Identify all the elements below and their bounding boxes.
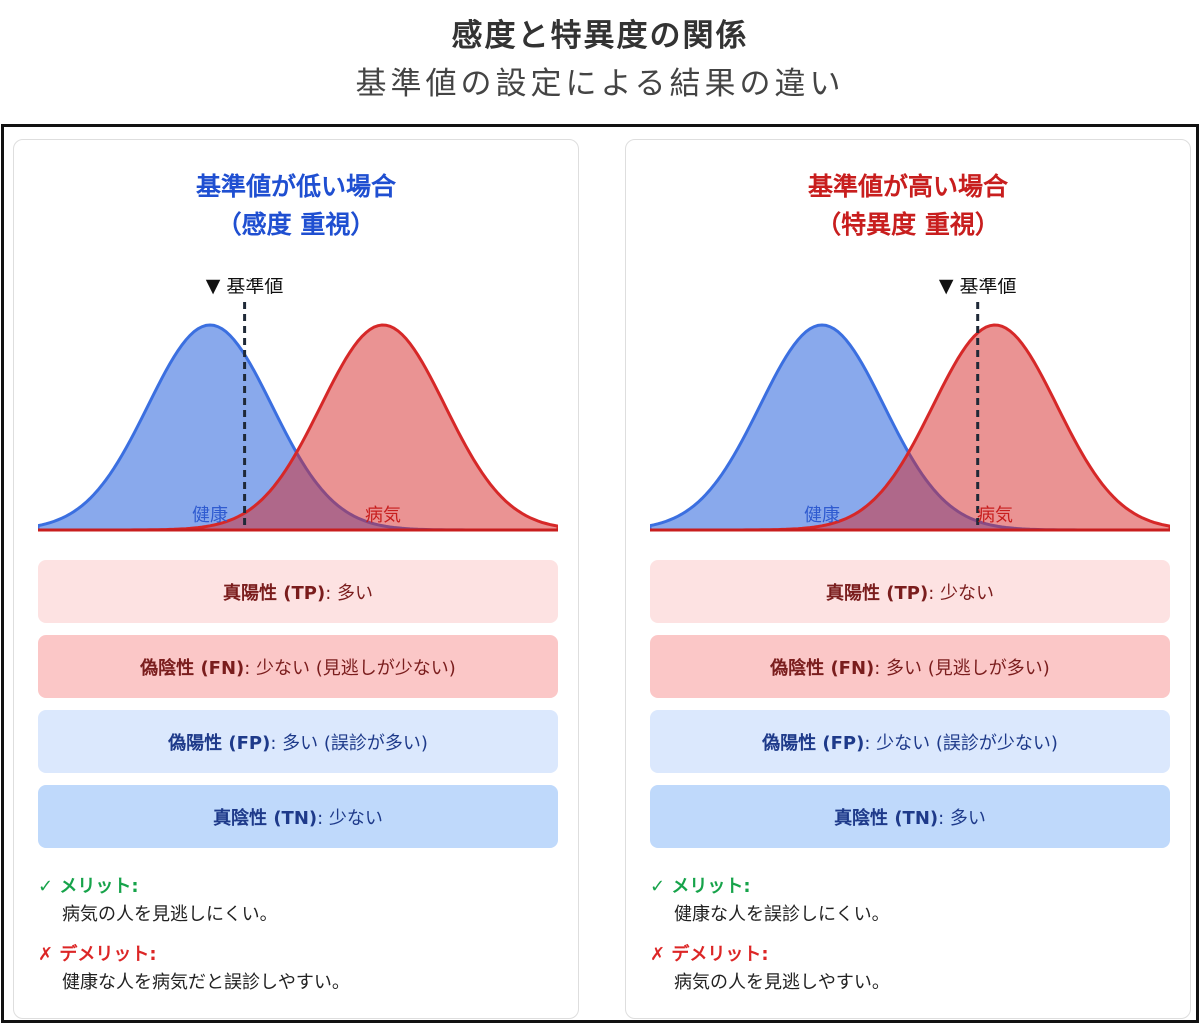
result-value: : 少ない (誤診が少ない) xyxy=(864,732,1058,754)
result-value: : 少ない (見逃しが少ない) xyxy=(244,657,456,679)
result-boxes: 真陽性 (TP): 多い 偽陰性 (FN): 少ない (見逃しが少ない) 偽陽性… xyxy=(38,560,558,860)
result-box-tp: 真陽性 (TP): 少ない xyxy=(650,560,1170,623)
result-label: 真陰性 (TN) xyxy=(834,807,939,829)
result-label: 真陽性 (TP) xyxy=(223,582,326,604)
panel-title: 基準値が低い場合 （感度 重視） xyxy=(14,168,578,244)
result-box-fp: 偽陽性 (FP): 少ない (誤診が少ない) xyxy=(650,710,1170,773)
result-label: 真陰性 (TN) xyxy=(213,807,318,829)
demerit-text: 健康な人を病気だと誤診しやすい。 xyxy=(62,972,350,993)
healthy-label: 健康 xyxy=(804,505,840,526)
result-box-fn: 偽陰性 (FN): 少ない (見逃しが少ない) xyxy=(38,635,558,698)
merit-demerit-notes: ✓ メリット: 病気の人を見逃しにくい。 ✗ デメリット: 健康な人を病気だと誤… xyxy=(38,873,558,997)
result-value: : 多い (誤診が多い) xyxy=(270,732,428,754)
merit-text: 健康な人を誤診しにくい。 xyxy=(674,904,890,925)
distribution-chart: ▼ 基準値 健康 病気 xyxy=(650,278,1170,532)
demerit-heading: ✗ デメリット: xyxy=(38,944,157,965)
panel-title-line2: （特異度 重視） xyxy=(816,210,1000,239)
result-box-tn: 真陰性 (TN): 少ない xyxy=(38,785,558,848)
panel-title-line1: 基準値が高い場合 xyxy=(807,172,1008,201)
result-value: : 少ない xyxy=(317,807,383,829)
page-header: 感度と特異度の関係 基準値の設定による結果の違い xyxy=(0,0,1200,120)
result-box-tn: 真陰性 (TN): 多い xyxy=(650,785,1170,848)
panel-title: 基準値が高い場合 （特異度 重視） xyxy=(626,168,1190,244)
result-label: 偽陽性 (FP) xyxy=(168,732,271,754)
demerit-heading: ✗ デメリット: xyxy=(650,944,769,965)
panel-high-threshold: 基準値が高い場合 （特異度 重視） ▼ 基準値 健康 病気 真陽性 (TP): … xyxy=(625,139,1191,1019)
merit-text: 病気の人を見逃しにくい。 xyxy=(62,904,278,925)
disease-label: 病気 xyxy=(365,505,401,526)
page-subtitle: 基準値の設定による結果の違い xyxy=(355,66,845,102)
result-label: 偽陰性 (FN) xyxy=(140,657,245,679)
result-boxes: 真陽性 (TP): 少ない 偽陰性 (FN): 多い (見逃しが多い) 偽陽性 … xyxy=(650,560,1170,860)
merit-heading: ✓ メリット: xyxy=(38,876,139,897)
result-box-fp: 偽陽性 (FP): 多い (誤診が多い) xyxy=(38,710,558,773)
result-value: : 多い xyxy=(938,807,986,829)
result-label: 偽陰性 (FN) xyxy=(770,657,875,679)
result-value: : 多い xyxy=(325,582,373,604)
panel-title-line2: （感度 重視） xyxy=(216,210,376,239)
panel-title-line1: 基準値が低い場合 xyxy=(195,172,396,201)
panel-low-threshold: 基準値が低い場合 （感度 重視） ▼ 基準値 健康 病気 真陽性 (TP): 多… xyxy=(13,139,579,1019)
page-title: 感度と特異度の関係 xyxy=(451,18,749,54)
disease-label: 病気 xyxy=(977,505,1013,526)
threshold-label: ▼ 基準値 xyxy=(206,278,284,297)
distribution-chart: ▼ 基準値 健康 病気 xyxy=(38,278,558,532)
merit-demerit-notes: ✓ メリット: 健康な人を誤診しにくい。 ✗ デメリット: 病気の人を見逃しやす… xyxy=(650,873,1170,997)
result-label: 偽陽性 (FP) xyxy=(762,732,865,754)
healthy-label: 健康 xyxy=(192,505,228,526)
result-value: : 少ない xyxy=(928,582,994,604)
result-box-tp: 真陽性 (TP): 多い xyxy=(38,560,558,623)
merit-heading: ✓ メリット: xyxy=(650,876,751,897)
result-box-fn: 偽陰性 (FN): 多い (見逃しが多い) xyxy=(650,635,1170,698)
demerit-text: 病気の人を見逃しやすい。 xyxy=(674,972,890,993)
result-label: 真陽性 (TP) xyxy=(826,582,929,604)
result-value: : 多い (見逃しが多い) xyxy=(874,657,1050,679)
threshold-label: ▼ 基準値 xyxy=(939,278,1017,297)
diagram-frame: 基準値が低い場合 （感度 重視） ▼ 基準値 健康 病気 真陽性 (TP): 多… xyxy=(1,124,1199,1023)
